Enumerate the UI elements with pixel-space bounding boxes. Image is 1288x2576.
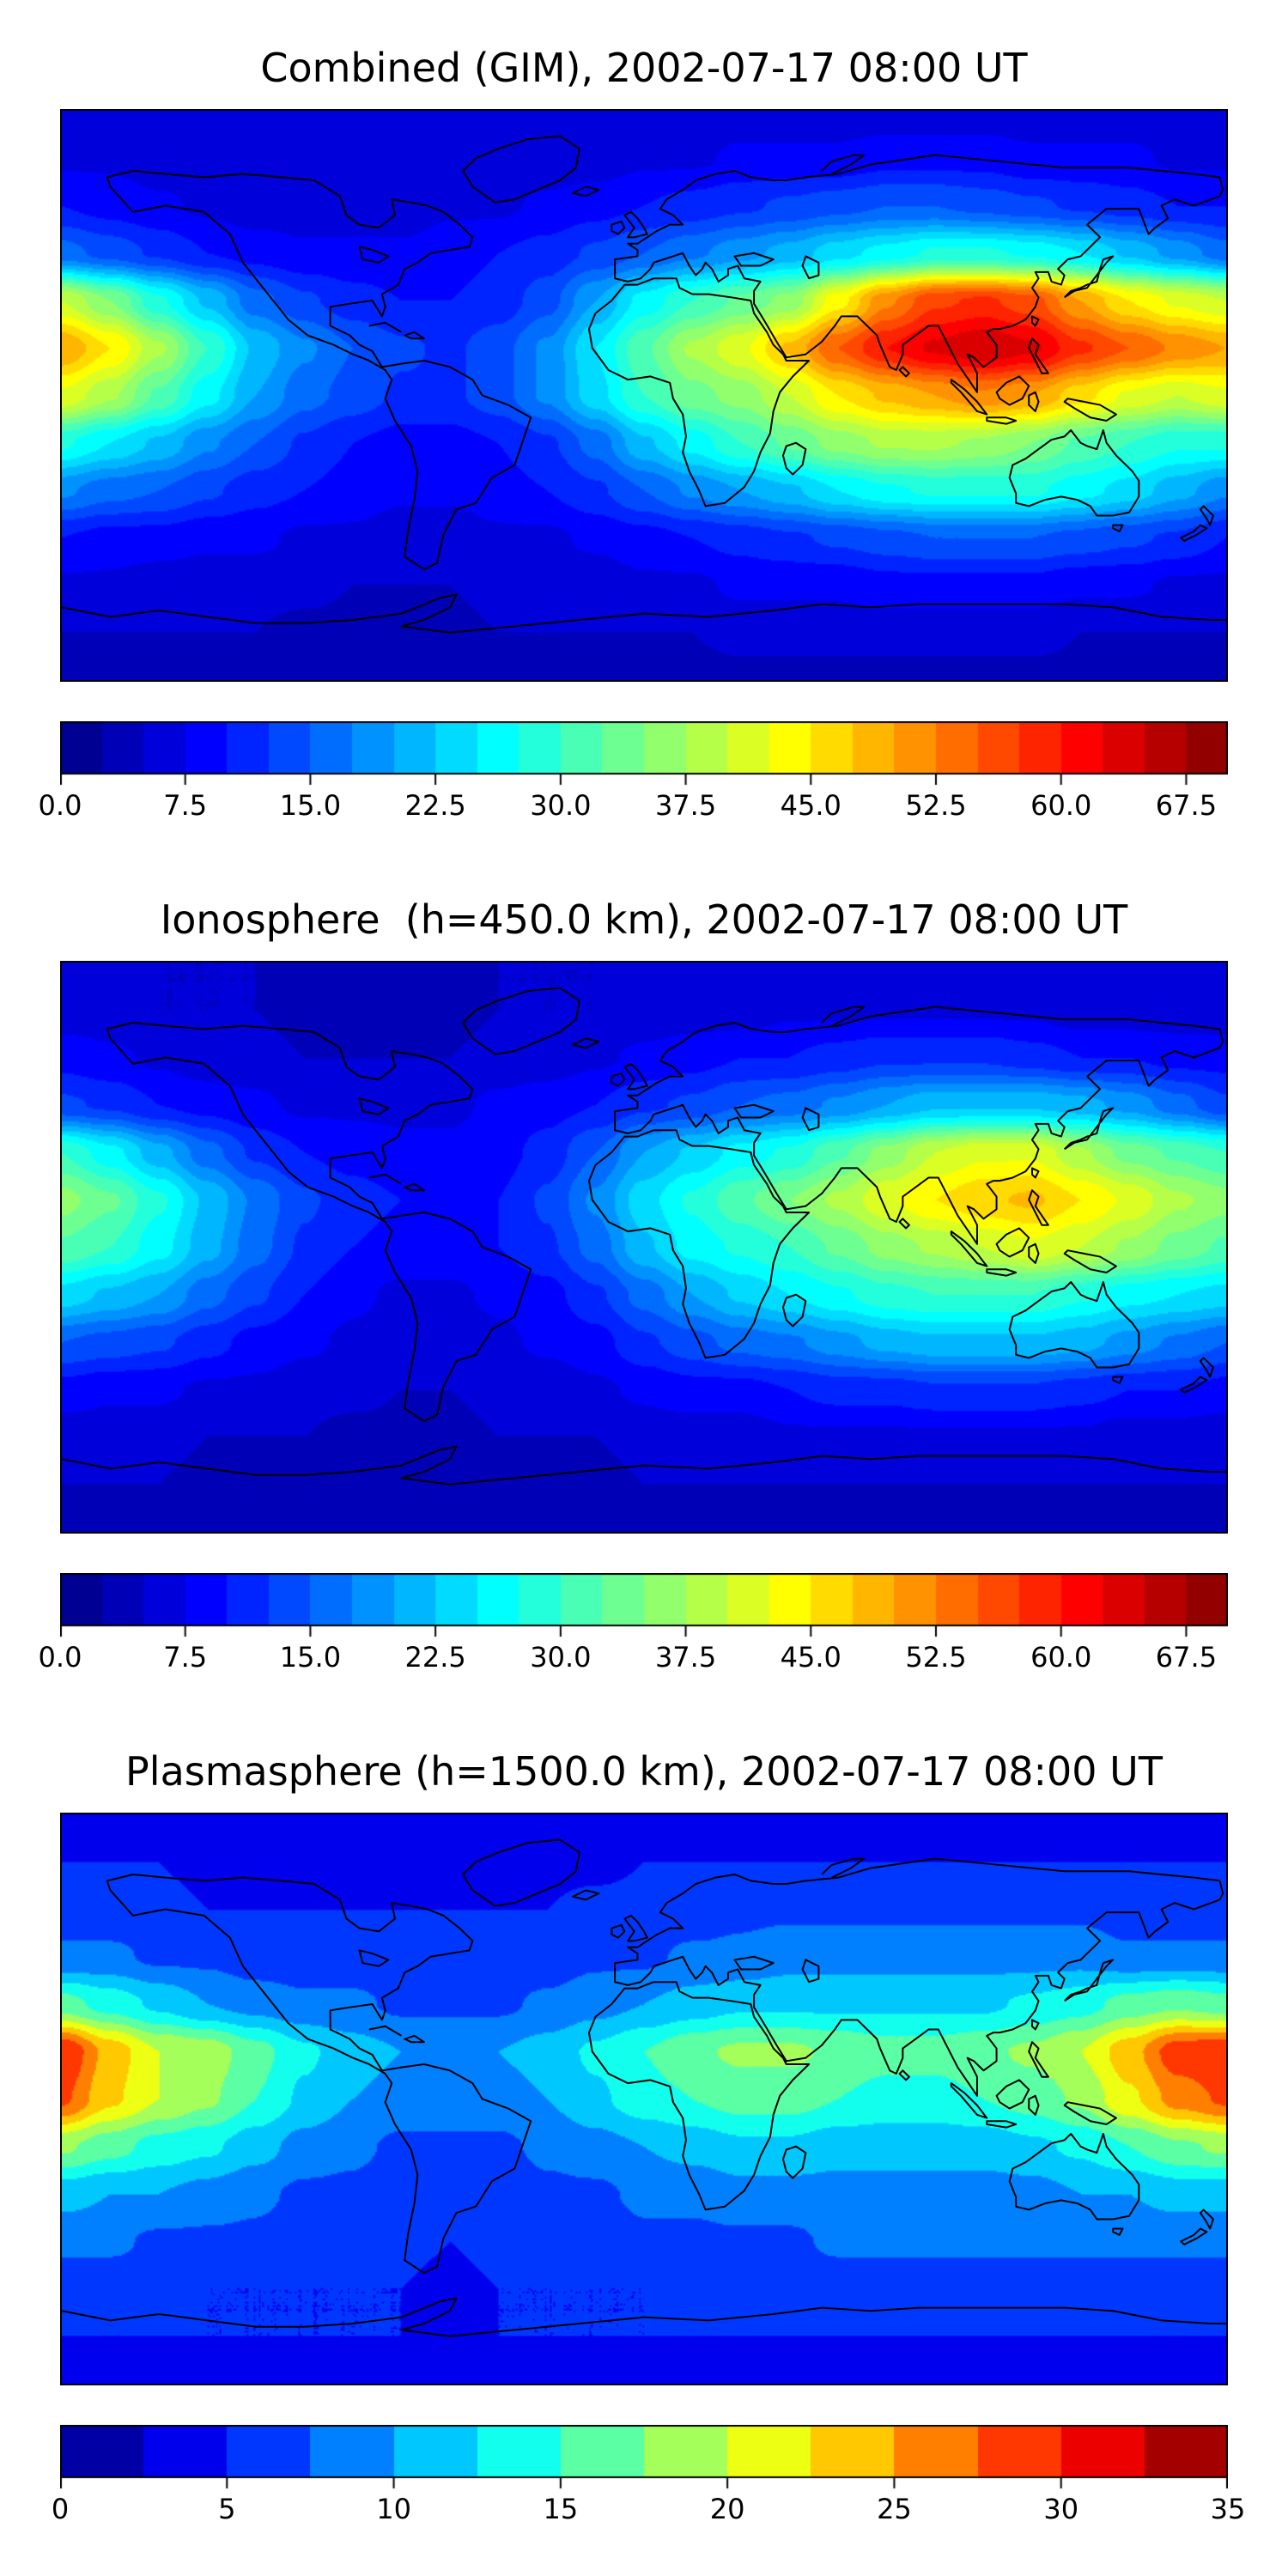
colorbar-tick-label: 52.5 <box>905 789 967 822</box>
colorbar-tick-label: 7.5 <box>163 789 208 822</box>
colorbar-tick-label: 15 <box>543 2493 579 2525</box>
colorbar-tick-label: 37.5 <box>654 1641 717 1674</box>
colorbar-tick-label: 30 <box>1043 2493 1079 2525</box>
colorbar-ticks-plasmasphere: 0 5 10 15 20 25 30 35 <box>52 2492 1246 2530</box>
colorbar-tick-label: 45.0 <box>780 789 841 822</box>
map-ionosphere <box>60 961 1228 1534</box>
coastlines-overlay <box>62 111 1226 680</box>
coastlines-overlay <box>62 1814 1226 2384</box>
tec-heatmap-canvas-plasmasphere <box>62 1814 1226 2384</box>
colorbar-tick-label: 5 <box>218 2493 236 2525</box>
colorbar-plasmasphere <box>60 2425 1228 2490</box>
colorbar-ticks-ionosphere: 0.0 7.5 15.0 22.5 30.0 37.5 45.0 52.5 60.0 67.5 <box>39 1640 1228 1678</box>
colorbar-tick-label: 15.0 <box>279 1641 342 1674</box>
colorbar-ionosphere <box>60 1573 1228 1638</box>
panel-ionosphere: Ionosphere (h=450.0 km), 2002-07-17 08:0… <box>39 826 1228 1678</box>
colorbar-tick-label: 0.0 <box>38 1641 82 1674</box>
colorbar-tick-label: 25 <box>877 2493 912 2525</box>
colorbar-combined <box>60 721 1228 787</box>
panel-plasmasphere: Plasmasphere (h=1500.0 km), 2002-07-17 0… <box>52 1678 1246 2530</box>
colorbar-tick-label: 60.0 <box>1030 1641 1092 1674</box>
colorbar-tick-label: 0 <box>51 2493 70 2525</box>
colorbar-tick-label: 67.5 <box>1155 1641 1218 1674</box>
colorbar-tick-label: 22.5 <box>404 789 466 822</box>
colorbar-tick-label: 0.0 <box>38 789 82 822</box>
map-plasmasphere <box>60 1813 1228 2385</box>
coastlines-overlay <box>62 963 1226 1532</box>
map-combined <box>60 109 1228 682</box>
panel-title-ionosphere: Ionosphere (h=450.0 km), 2002-07-17 08:0… <box>160 896 1128 943</box>
tec-heatmap-canvas-ionosphere <box>62 963 1226 1532</box>
colorbar-tick-label: 35 <box>1210 2493 1246 2525</box>
colorbar-tick-label: 22.5 <box>404 1641 466 1674</box>
panel-title-plasmasphere: Plasmasphere (h=1500.0 km), 2002-07-17 0… <box>125 1748 1163 1795</box>
colorbar-tick-label: 52.5 <box>905 1641 967 1674</box>
colorbar-tick-label: 37.5 <box>654 789 717 822</box>
colorbar-tick-label: 20 <box>709 2493 745 2525</box>
colorbar-tick-label: 10 <box>376 2493 411 2525</box>
panel-combined: Combined (GIM), 2002-07-17 08:00 UT 0.0 7… <box>39 0 1228 826</box>
colorbar-tick-label: 7.5 <box>163 1641 208 1674</box>
colorbar-tick-label: 30.0 <box>530 789 592 822</box>
colorbar-tick-label: 45.0 <box>780 1641 841 1674</box>
tec-heatmap-canvas-combined <box>62 111 1226 680</box>
colorbar-tick-label: 67.5 <box>1155 789 1218 822</box>
colorbar-tick-label: 30.0 <box>530 1641 592 1674</box>
panel-title-combined: Combined (GIM), 2002-07-17 08:00 UT <box>260 45 1028 91</box>
colorbar-tick-label: 15.0 <box>279 789 342 822</box>
colorbar-tick-label: 60.0 <box>1030 789 1092 822</box>
colorbar-ticks-combined: 0.0 7.5 15.0 22.5 30.0 37.5 45.0 52.5 60.0 67.5 <box>39 788 1228 826</box>
